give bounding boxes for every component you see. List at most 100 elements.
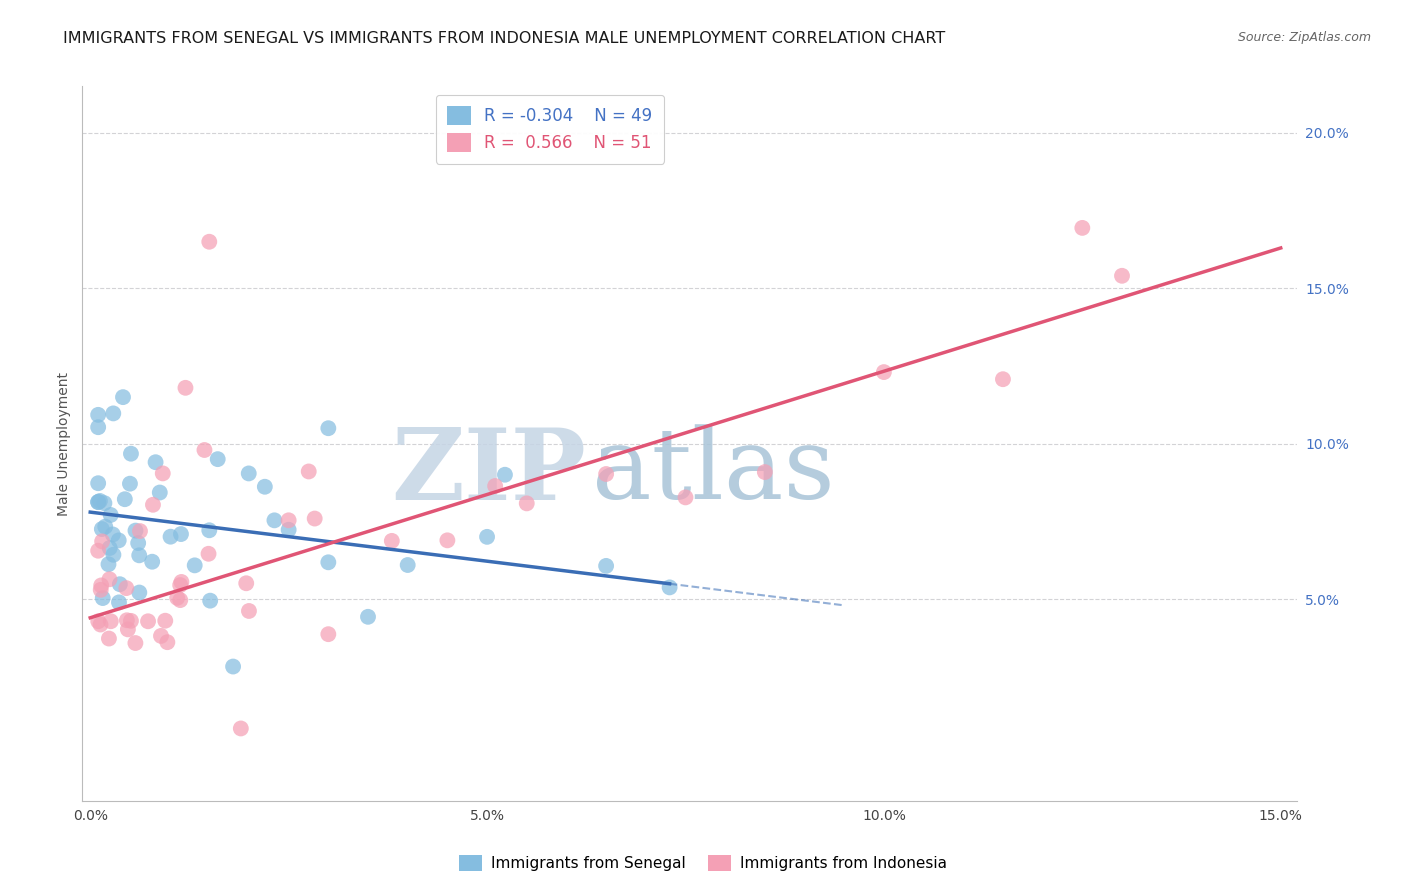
Point (436, 533, 458, 548)
Point (93, 496, 115, 510)
Point (253, 480, 276, 494)
Point (754, 465, 776, 479)
Point (159, 530, 181, 544)
Point (149, 485, 172, 500)
Point (107, 533, 129, 548)
Point (115, 581, 138, 595)
Point (658, 580, 681, 594)
Point (169, 593, 191, 607)
Point (198, 523, 221, 537)
Point (103, 406, 125, 420)
Point (484, 479, 506, 493)
Text: atlas: atlas (592, 425, 835, 520)
Point (87, 614, 110, 628)
Point (124, 524, 146, 538)
Point (136, 614, 159, 628)
Point (991, 372, 1014, 386)
Point (152, 467, 174, 481)
Point (100, 508, 122, 522)
Point (277, 513, 299, 527)
Point (277, 523, 299, 537)
Y-axis label: Male Unemployment: Male Unemployment (58, 372, 72, 516)
Point (142, 498, 165, 512)
Point (91, 534, 114, 549)
Point (207, 452, 229, 467)
Point (304, 511, 326, 525)
Point (475, 530, 498, 544)
Point (97, 632, 120, 646)
Point (174, 381, 197, 395)
Point (170, 527, 193, 541)
Point (91, 591, 114, 605)
Point (595, 558, 617, 573)
Point (141, 555, 163, 569)
Point (318, 555, 340, 569)
Point (128, 585, 150, 599)
Point (87, 495, 110, 509)
Point (516, 496, 538, 510)
Point (222, 659, 245, 673)
Point (87, 420, 110, 434)
Point (108, 577, 131, 591)
Point (98, 541, 121, 555)
Point (357, 609, 380, 624)
Point (193, 442, 215, 457)
Point (108, 595, 131, 609)
Point (229, 722, 252, 736)
Point (89, 617, 111, 632)
Text: IMMIGRANTS FROM SENEGAL VS IMMIGRANTS FROM INDONESIA MALE UNEMPLOYMENT CORRELATI: IMMIGRANTS FROM SENEGAL VS IMMIGRANTS FR… (63, 31, 945, 46)
Point (90, 522, 112, 536)
Point (87, 408, 110, 422)
Point (198, 235, 221, 249)
Point (120, 614, 142, 628)
Point (97, 558, 120, 572)
Point (318, 627, 340, 641)
Point (150, 629, 173, 643)
Point (87, 543, 110, 558)
Point (87, 476, 110, 491)
Point (155, 614, 177, 628)
Point (128, 549, 150, 563)
Point (87, 495, 110, 509)
Point (114, 492, 136, 507)
Point (235, 576, 257, 591)
Point (183, 558, 205, 573)
Point (94, 519, 117, 533)
Point (156, 635, 179, 649)
Point (120, 447, 142, 461)
Point (494, 467, 516, 482)
Legend: Immigrants from Senegal, Immigrants from Indonesia: Immigrants from Senegal, Immigrants from… (453, 849, 953, 877)
Point (318, 421, 340, 435)
Point (124, 636, 146, 650)
Point (115, 613, 138, 627)
Point (166, 591, 188, 605)
Text: Source: ZipAtlas.com: Source: ZipAtlas.com (1237, 31, 1371, 45)
Point (169, 578, 191, 592)
Point (197, 547, 219, 561)
Point (101, 527, 124, 541)
Legend: R = -0.304    N = 49, R =  0.566    N = 51: R = -0.304 N = 49, R = 0.566 N = 51 (436, 95, 664, 164)
Point (111, 390, 134, 404)
Point (1071, 220, 1094, 235)
Point (381, 533, 404, 548)
Point (873, 365, 896, 379)
Point (675, 491, 697, 505)
Point (129, 524, 152, 538)
Point (263, 513, 285, 527)
Point (98, 572, 121, 586)
Point (145, 455, 167, 469)
Point (298, 465, 321, 479)
Point (396, 558, 419, 572)
Point (89, 494, 111, 508)
Point (127, 536, 149, 550)
Point (238, 604, 260, 618)
Point (198, 593, 221, 607)
Point (100, 614, 122, 628)
Text: ZIP: ZIP (391, 424, 586, 521)
Point (117, 623, 139, 637)
Point (103, 548, 125, 562)
Point (595, 467, 617, 481)
Point (170, 574, 193, 589)
Point (90, 582, 112, 597)
Point (1111, 268, 1133, 283)
